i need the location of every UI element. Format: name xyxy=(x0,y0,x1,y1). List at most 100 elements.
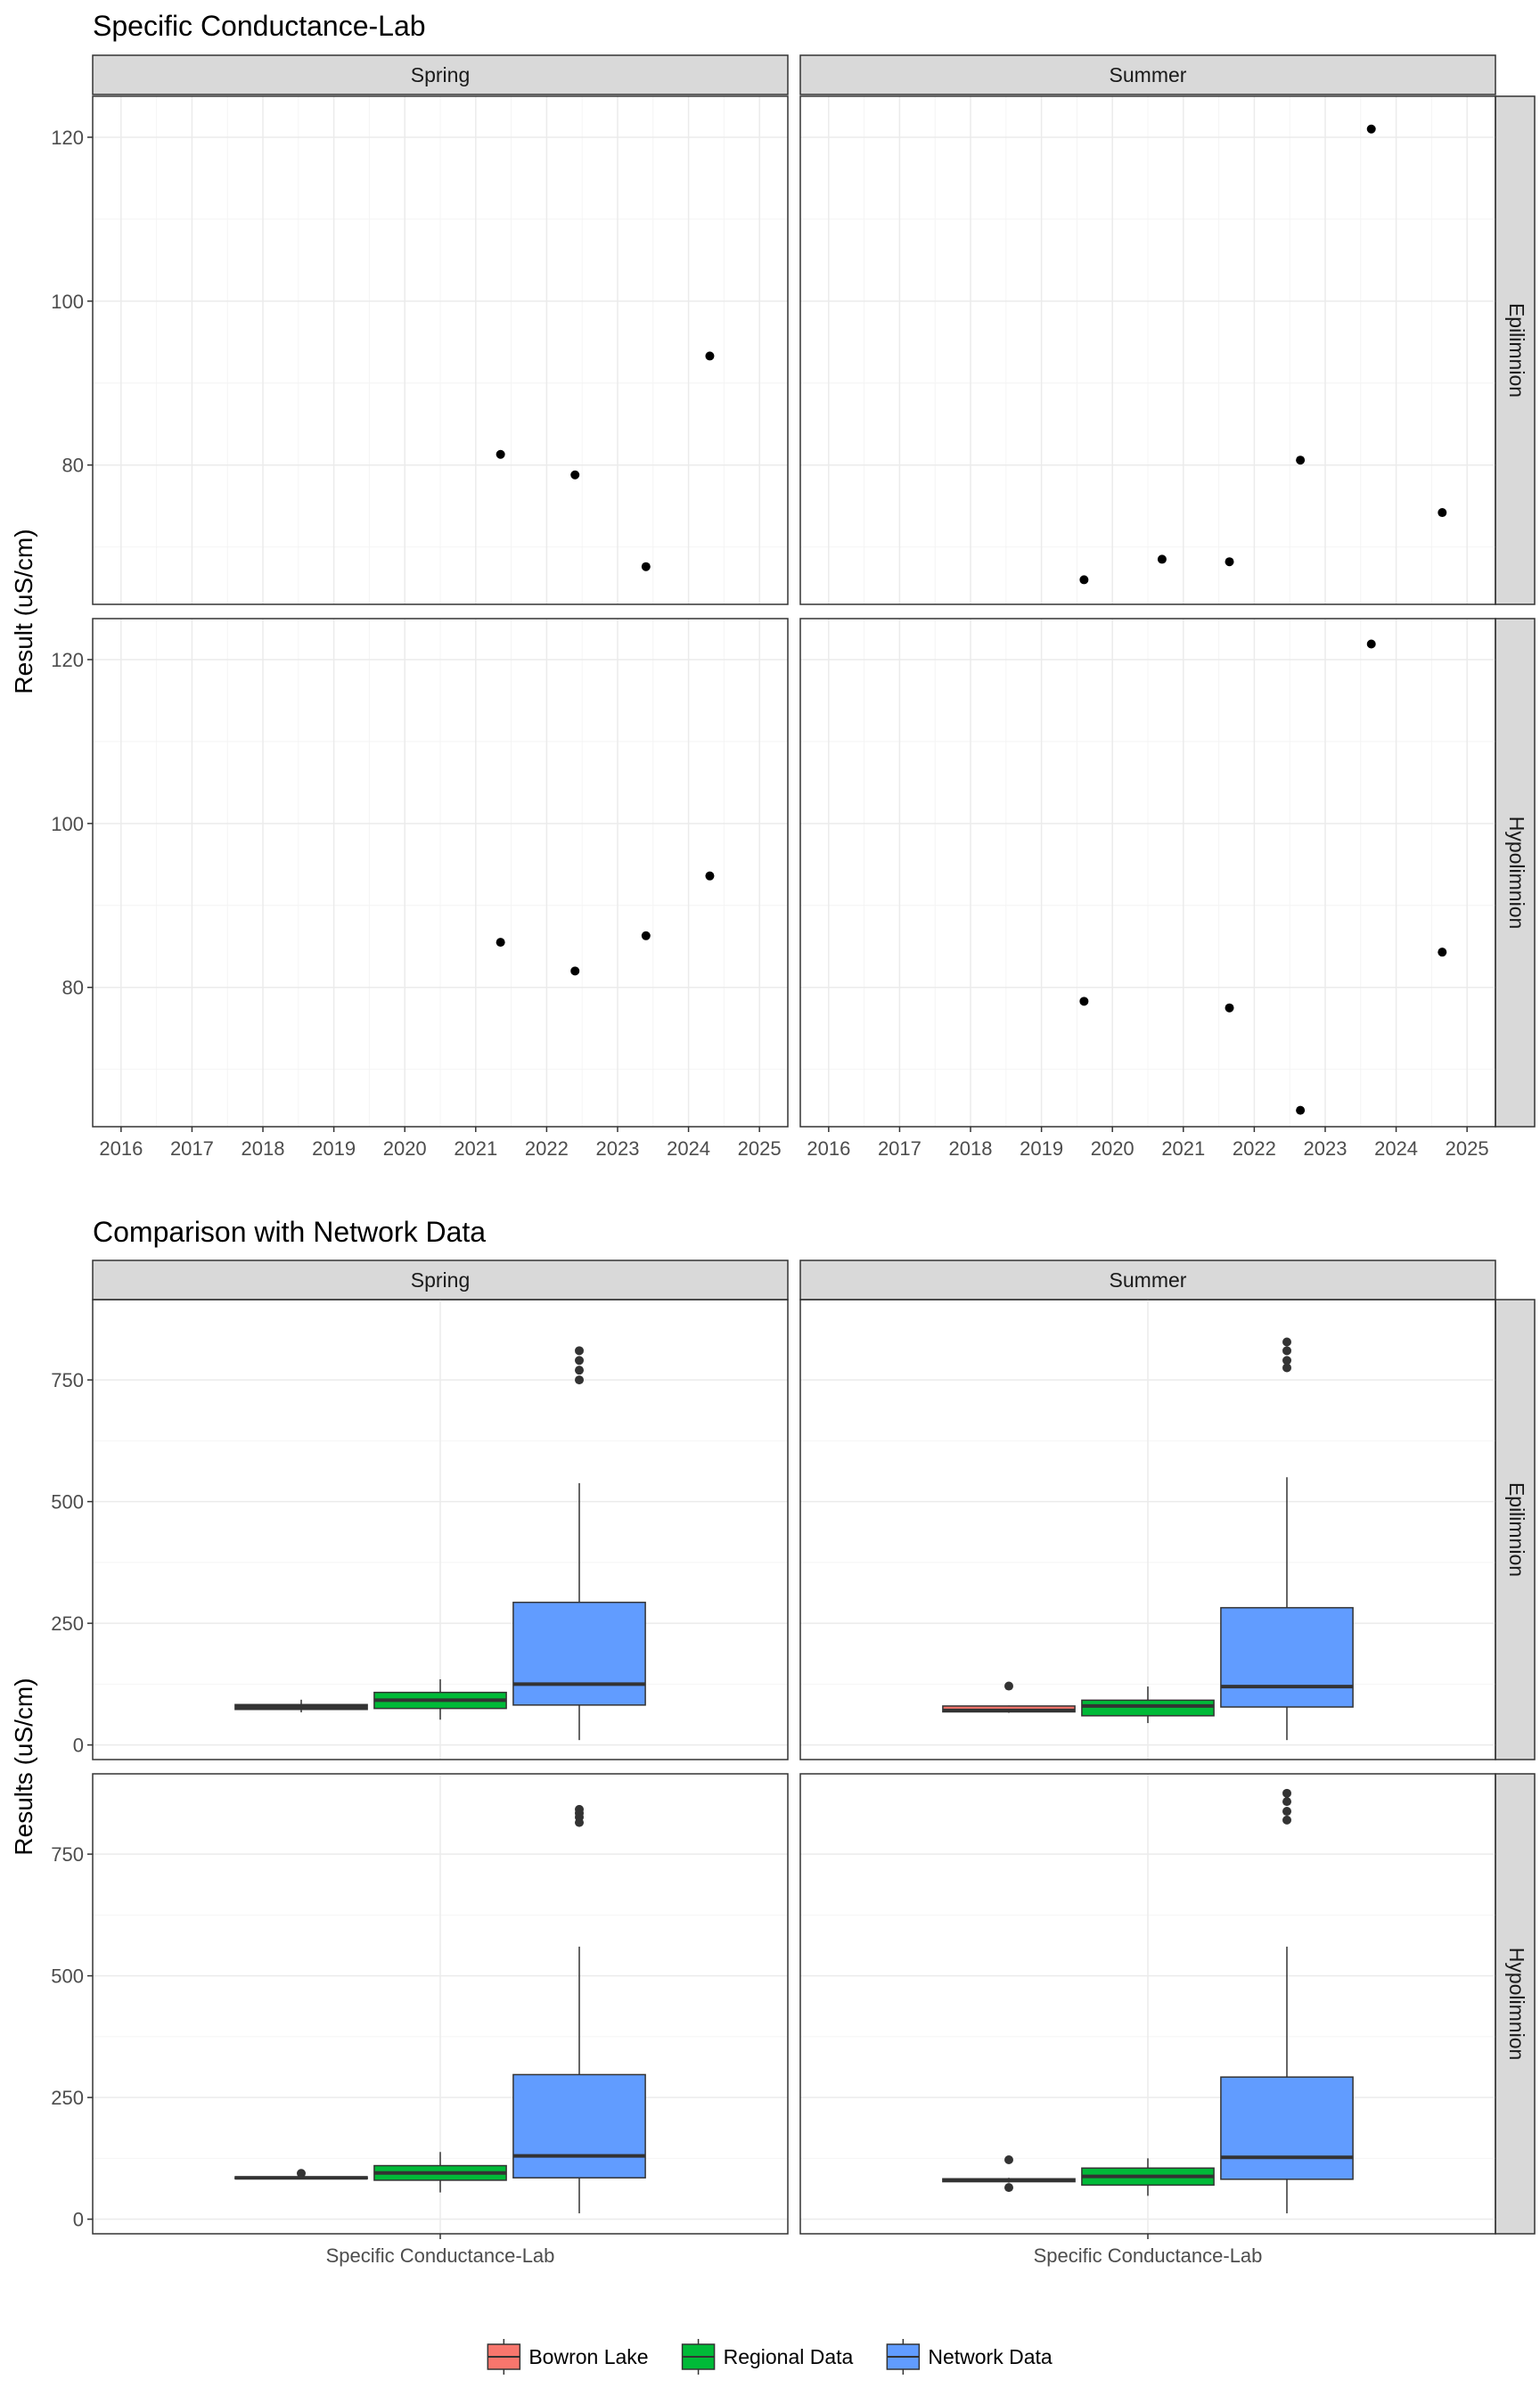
x-tick-label: 2018 xyxy=(242,1137,285,1160)
scatter-panel-hypolimnion-summer: 2016 2017 2018 2019 2020 2021 2022 2023 2024 2025 xyxy=(799,618,1496,1160)
boxplot-panel-epilimnion-summer xyxy=(799,1299,1496,1760)
outlier-point xyxy=(1282,1797,1291,1807)
facet-strip-summer xyxy=(799,1260,1496,1301)
outlier-point xyxy=(1004,2183,1013,2193)
box-body xyxy=(512,2073,646,2179)
y-tick-label: 100 xyxy=(51,291,84,313)
box-bowron-lake xyxy=(234,2169,368,2180)
x-tick-label: 2024 xyxy=(1374,1137,1418,1160)
panel-border xyxy=(92,618,789,1128)
x-tick-label: Specific Conductance-Lab xyxy=(326,2244,555,2267)
data-point xyxy=(1438,948,1447,957)
outlier-point xyxy=(575,1804,584,1814)
box-regional-data xyxy=(373,2152,507,2193)
x-tick-label: 2021 xyxy=(1161,1137,1205,1160)
data-point xyxy=(1225,557,1234,567)
y-tick-label: 500 xyxy=(51,1491,84,1514)
data-point xyxy=(496,938,505,948)
data-point xyxy=(1366,124,1376,134)
facet-strip-epilimnion xyxy=(1495,1299,1536,1760)
box-body xyxy=(1220,1606,1354,1708)
outlier-point xyxy=(1282,1363,1291,1373)
data-point xyxy=(641,562,651,571)
data-point xyxy=(641,931,651,940)
x-tick-label: 2023 xyxy=(596,1137,640,1160)
facet-strip-label: Summer xyxy=(1110,63,1187,86)
scatter-panel-epilimnion-summer xyxy=(799,95,1496,605)
boxplot-panel-hypolimnion-summer: Specific Conductance-Lab xyxy=(799,1773,1496,2267)
data-point xyxy=(1079,997,1089,1006)
data-point xyxy=(570,966,580,976)
data-point xyxy=(1157,554,1167,564)
outlier-point xyxy=(575,1366,584,1375)
legend-key-bowron-lake xyxy=(487,2339,521,2375)
x-tick-label: 2017 xyxy=(170,1137,214,1160)
x-tick-label: 2024 xyxy=(667,1137,710,1160)
x-tick-label: 2016 xyxy=(807,1137,850,1160)
x-tick-label: 2020 xyxy=(383,1137,427,1160)
boxplot-panel-hypolimnion-spring: 0 250 500 750 Specific Conductance-Lab xyxy=(51,1773,789,2267)
facet-strip-spring xyxy=(92,54,789,95)
boxplot-panel-epilimnion-spring: 0 250 500 750 xyxy=(51,1299,789,1760)
y-tick-label: 120 xyxy=(51,127,84,149)
outlier-point xyxy=(575,1356,584,1366)
outlier-point xyxy=(575,1346,584,1356)
x-tick-label: 2023 xyxy=(1304,1137,1348,1160)
scatter-panel-epilimnion-spring: 80 100 120 xyxy=(51,95,789,605)
panel-border xyxy=(92,95,789,605)
x-tick-label: 2017 xyxy=(878,1137,922,1160)
x-tick-label: 2020 xyxy=(1091,1137,1135,1160)
facet-strip-label: Hypolimnion xyxy=(1505,1948,1528,2061)
y-tick-label: 0 xyxy=(73,1735,84,1757)
outlier-point xyxy=(1282,1788,1291,1798)
x-tick-label: 2018 xyxy=(949,1137,993,1160)
data-point xyxy=(705,351,715,361)
facet-strip-label: Epilimnion xyxy=(1505,303,1528,398)
panel-border xyxy=(799,95,1496,605)
box-bowron-lake xyxy=(942,2155,1076,2193)
legend-label: Regional Data xyxy=(724,2345,854,2368)
x-tick-label: 2016 xyxy=(99,1137,143,1160)
scatter-y-axis-label: Result (uS/cm) xyxy=(10,529,37,693)
y-tick-label: 0 xyxy=(73,2209,84,2231)
panel-border xyxy=(799,618,1496,1128)
y-tick-label: 120 xyxy=(51,649,84,671)
data-point xyxy=(570,470,580,480)
facet-strip-label: Spring xyxy=(411,1268,470,1292)
x-tick-label: 2022 xyxy=(525,1137,569,1160)
outlier-point xyxy=(297,2169,306,2179)
box-bowron-lake xyxy=(942,1681,1076,1713)
box-body xyxy=(512,1601,646,1706)
box-network-data xyxy=(512,1804,646,2214)
outlier-point xyxy=(1282,1815,1291,1825)
y-tick-label: 750 xyxy=(51,1369,84,1391)
scatter-panel-hypolimnion-spring: 80 100 120 2016 2017 2018 2019 2020 2021 2022 2023… xyxy=(51,618,789,1160)
outlier-point xyxy=(1282,1346,1291,1356)
scatter-chart-title: Specific Conductance-Lab xyxy=(93,10,426,42)
box-regional-data xyxy=(1081,2158,1215,2196)
outlier-point xyxy=(1282,1356,1291,1366)
boxplot-chart-title: Comparison with Network Data xyxy=(93,1216,486,1248)
x-tick-label: 2019 xyxy=(312,1137,356,1160)
box-body xyxy=(1220,2076,1354,2180)
data-point xyxy=(1296,1105,1306,1115)
legend-key-network-data xyxy=(886,2339,921,2375)
scatter-facet-grid: Spring Summer Epilimnion Hypolimnion 80 100 12… xyxy=(51,54,1536,1160)
legend-key-regional-data xyxy=(681,2339,716,2375)
data-point xyxy=(1366,639,1376,649)
facet-strip-hypolimnion xyxy=(1495,1773,1536,2235)
panel-border xyxy=(92,1299,789,1760)
data-point xyxy=(1296,455,1306,465)
box-network-data xyxy=(1220,1788,1354,2214)
data-point xyxy=(1438,508,1447,518)
facet-strip-label: Summer xyxy=(1110,1268,1187,1292)
y-tick-label: 250 xyxy=(51,2087,84,2109)
outlier-point xyxy=(1282,1337,1291,1347)
facet-strip-label: Spring xyxy=(411,63,470,86)
outlier-point xyxy=(1282,1807,1291,1817)
data-point xyxy=(496,449,505,459)
x-tick-label: 2019 xyxy=(1020,1137,1063,1160)
facet-strip-label: Hypolimnion xyxy=(1505,816,1528,930)
